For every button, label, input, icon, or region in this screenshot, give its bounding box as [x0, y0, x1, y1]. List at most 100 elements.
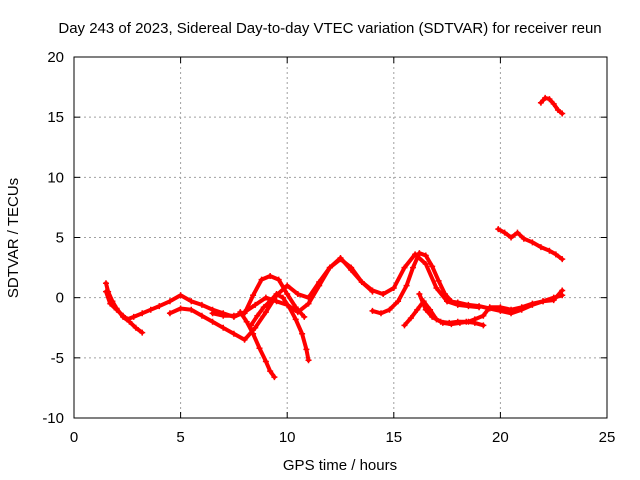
data-point	[454, 299, 461, 306]
series-track-11	[495, 226, 566, 263]
data-point	[267, 368, 274, 375]
data-point	[267, 273, 274, 280]
data-point	[102, 288, 109, 295]
data-point	[395, 298, 402, 305]
data-point	[480, 322, 487, 329]
data-point	[454, 318, 461, 325]
data-point	[271, 374, 278, 381]
data-point	[130, 313, 137, 320]
data-point	[501, 229, 508, 236]
series-track-3	[166, 256, 376, 343]
x-tick-label: 15	[385, 429, 402, 446]
data-point	[514, 229, 521, 236]
data-point	[166, 298, 173, 305]
y-tick-label: 0	[56, 290, 64, 307]
series-track-12	[537, 94, 566, 117]
data-point	[198, 312, 205, 319]
data-point	[401, 322, 408, 329]
data-point	[554, 106, 561, 113]
data-point	[552, 251, 559, 258]
data-point	[177, 305, 184, 312]
data-point	[416, 291, 423, 298]
data-point	[559, 256, 566, 263]
series-track-7	[369, 250, 461, 317]
data-point	[260, 304, 267, 311]
data-point	[508, 310, 515, 317]
data-point	[401, 264, 408, 271]
series-track-10	[444, 287, 566, 317]
y-tick-label: 15	[47, 109, 64, 126]
data-point	[220, 312, 227, 319]
data-point	[369, 307, 376, 314]
data-point	[243, 318, 250, 325]
x-axis-label: GPS time / hours	[283, 457, 397, 474]
data-point	[429, 313, 436, 320]
data-point	[147, 306, 154, 313]
data-point	[284, 291, 291, 298]
series-track-5	[247, 291, 312, 364]
series-track-1	[102, 280, 146, 336]
x-tick-label: 5	[176, 429, 184, 446]
data-point	[446, 319, 453, 326]
data-point	[358, 279, 365, 286]
data-point	[198, 301, 205, 308]
data-point	[294, 291, 301, 298]
data-point	[537, 244, 544, 251]
data-point	[292, 316, 299, 323]
data-point	[409, 264, 416, 271]
y-tick-label: -10	[42, 410, 64, 427]
data-point	[177, 292, 184, 299]
data-point	[550, 100, 557, 107]
data-point	[433, 285, 440, 292]
data-point	[120, 312, 127, 319]
data-point	[188, 306, 195, 313]
data-series	[102, 94, 566, 381]
data-point	[390, 285, 397, 292]
data-point	[262, 309, 269, 316]
series-line	[496, 227, 565, 262]
data-point	[316, 279, 323, 286]
series-line	[538, 95, 565, 116]
data-point	[480, 312, 487, 319]
x-tick-label: 0	[70, 429, 78, 446]
data-point	[305, 294, 312, 301]
data-point	[422, 260, 429, 267]
data-point	[441, 291, 448, 298]
data-point	[113, 306, 120, 313]
data-point	[414, 306, 421, 313]
data-point	[230, 330, 237, 337]
data-point	[326, 264, 333, 271]
data-point	[476, 303, 483, 310]
data-point	[486, 305, 493, 312]
data-point	[369, 288, 376, 295]
plot-frame	[73, 56, 608, 419]
y-axis-label: SDTVAR / TECUs	[5, 178, 22, 298]
series-line	[167, 257, 375, 342]
data-point	[156, 303, 163, 310]
y-tick-label: 5	[56, 230, 64, 247]
data-point	[386, 306, 393, 313]
data-point	[237, 309, 244, 316]
data-point	[188, 298, 195, 305]
data-point	[279, 294, 286, 301]
x-tick-labels: 0 5 10 15 20 25	[70, 429, 616, 446]
series-line	[370, 251, 460, 316]
data-point	[209, 310, 216, 317]
series-track-6	[237, 309, 278, 381]
data-point	[256, 345, 263, 352]
data-point	[465, 301, 472, 308]
data-point	[378, 310, 385, 317]
y-tick-label: 10	[47, 169, 64, 186]
data-point	[250, 330, 257, 337]
data-point	[262, 294, 269, 301]
series-track-9	[416, 291, 487, 329]
data-point	[407, 315, 414, 322]
data-point	[429, 263, 436, 270]
grid-lines	[74, 57, 607, 418]
data-point	[273, 291, 280, 298]
data-point	[286, 304, 293, 311]
data-point	[301, 313, 308, 320]
data-point	[540, 298, 547, 305]
data-point	[124, 316, 131, 323]
